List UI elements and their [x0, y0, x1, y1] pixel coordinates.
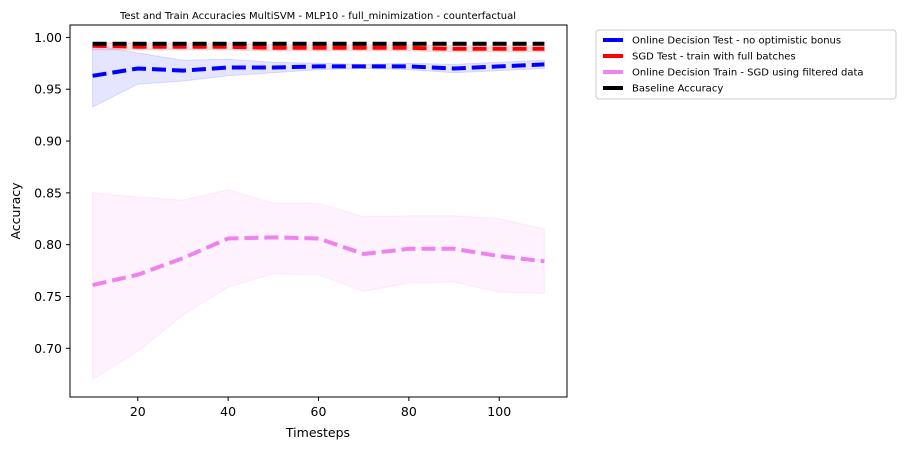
confidence-bands — [92, 42, 545, 381]
x-tick-label: 20 — [130, 404, 146, 419]
y-axis-ticks: 0.70 0.75 0.80 0.85 0.90 0.95 1.00 — [34, 30, 70, 356]
series-line-online-decision-train-sgd-using-filtered-data — [92, 235, 545, 288]
series-line-online-decision-test-no-optimistic-bonus — [92, 62, 545, 78]
y-tick-label: 0.80 — [34, 237, 62, 252]
x-tick-label: 60 — [311, 404, 327, 419]
x-tick-label: 100 — [487, 404, 511, 419]
y-tick-label: 0.70 — [34, 341, 62, 356]
y-tick-label: 1.00 — [34, 30, 62, 45]
series-lines — [92, 41, 545, 288]
y-tick-label: 0.90 — [34, 134, 62, 149]
band-online-decision-test-no-optimistic-bonus — [92, 44, 545, 108]
y-tick-label: 0.95 — [34, 82, 62, 97]
x-axis-label: Timesteps — [285, 425, 350, 440]
legend-label-online-decision-test-no-optimistic-bonus: Online Decision Test - no optimistic bon… — [632, 36, 841, 47]
y-tick-label: 0.75 — [34, 289, 62, 304]
band-online-decision-train-sgd-using-filtered-data — [92, 189, 545, 381]
legend: Online Decision Test - no optimistic bon… — [595, 29, 897, 100]
x-tick-label: 80 — [401, 404, 417, 419]
legend-frame — [595, 29, 897, 100]
legend-label-sgd-test-train-with-full-batches: SGD Test - train with full batches — [632, 52, 796, 63]
legend-label-online-decision-train-sgd-using-filtered-data: Online Decision Train - SGD using filter… — [632, 68, 864, 79]
chart-title: Test and Train Accuracies MultiSVM - MLP… — [119, 11, 516, 22]
x-tick-label: 40 — [220, 404, 236, 419]
y-axis-label: Accuracy — [8, 182, 23, 240]
x-axis-ticks: 20 40 60 80 100 — [130, 397, 511, 419]
legend-label-baseline-accuracy: Baseline Accuracy — [632, 84, 723, 95]
y-tick-label: 0.85 — [34, 185, 62, 200]
series-line-sgd-test-train-with-full-batches — [92, 43, 545, 51]
